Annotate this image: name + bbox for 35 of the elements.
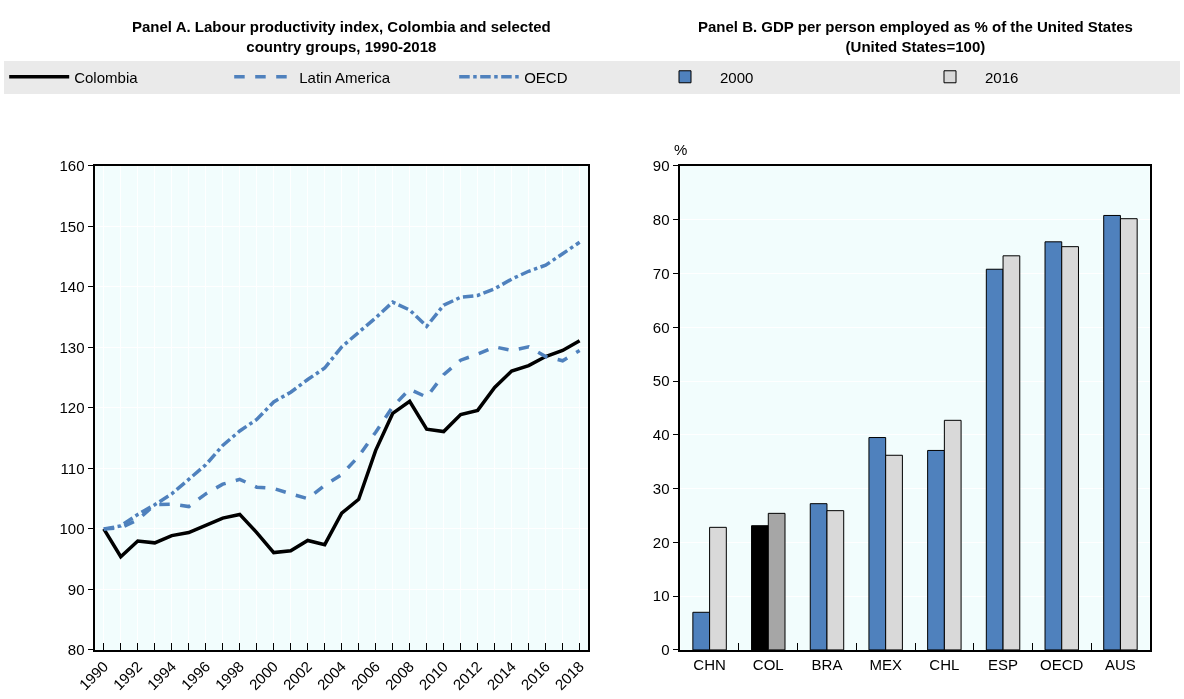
x-tick-label: AUS bbox=[1105, 655, 1136, 673]
x-tick-label: CHL bbox=[929, 655, 960, 673]
y-tick-label: 100 bbox=[59, 520, 85, 538]
y-axis-title: % bbox=[674, 141, 688, 158]
x-tick-label: OECD bbox=[1040, 655, 1084, 673]
x-tick-label: ESP bbox=[988, 655, 1019, 673]
legend-label: OECD bbox=[524, 68, 568, 86]
y-tick-label: 20 bbox=[652, 533, 670, 551]
legend-label: Latin America bbox=[299, 68, 391, 86]
y-tick-label: 150 bbox=[59, 217, 85, 235]
legend-label: Colombia bbox=[74, 68, 139, 86]
x-tick-label: BRA bbox=[811, 655, 843, 673]
y-tick-label: 80 bbox=[652, 211, 670, 229]
y-tick-label: 80 bbox=[67, 641, 85, 659]
chart-title: Panel A. Labour productivity index, Colombia and selected country groups, 1990-2018 bbox=[132, 18, 551, 55]
x-tick-label: COL bbox=[752, 655, 784, 673]
y-tick-label: 160 bbox=[59, 157, 85, 175]
y-tick-label: 90 bbox=[67, 580, 85, 598]
y-tick-label: 140 bbox=[59, 278, 85, 296]
x-tick-label: MEX bbox=[869, 655, 902, 673]
y-tick-label: 10 bbox=[652, 587, 670, 605]
y-tick-label: 130 bbox=[59, 338, 85, 356]
x-tick-label: CHN bbox=[693, 655, 726, 673]
legend-label: 2000 bbox=[720, 68, 754, 86]
chart-title: Panel B. GDP per person employed as % of the United States (United States=100) bbox=[698, 18, 1133, 55]
y-tick-label: 110 bbox=[60, 459, 85, 477]
y-tick-label: 0 bbox=[661, 641, 670, 659]
y-tick-label: 90 bbox=[652, 157, 670, 175]
y-tick-label: 40 bbox=[652, 426, 670, 444]
y-tick-label: 120 bbox=[59, 399, 85, 417]
y-tick-label: 60 bbox=[652, 318, 670, 336]
y-tick-label: 70 bbox=[652, 264, 670, 282]
y-tick-label: 50 bbox=[652, 372, 670, 390]
y-tick-label: 30 bbox=[652, 479, 670, 497]
legend-label: 2016 bbox=[985, 68, 1019, 86]
